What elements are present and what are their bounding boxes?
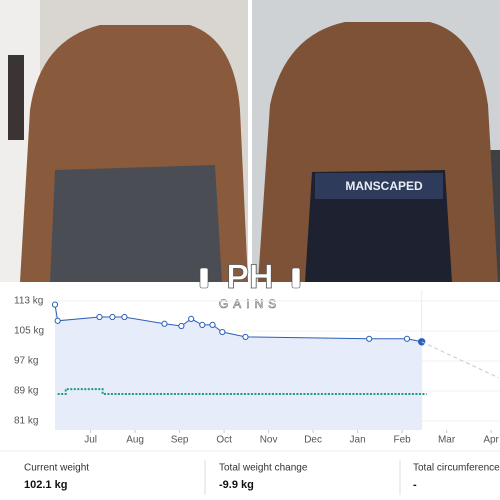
logo: PH GAINS (199, 258, 301, 311)
y-tick-label: 81 kg (14, 416, 38, 427)
x-tick-label: Mar (438, 435, 456, 446)
x-tick-label: Aug (126, 435, 144, 446)
waistband-text: MANSCAPED (345, 179, 423, 193)
x-tick-label: Oct (216, 435, 232, 446)
stat-value: 102.1 kg (24, 479, 67, 491)
y-tick-label: 89 kg (14, 386, 38, 397)
data-point (403, 335, 411, 342)
data-point (54, 317, 61, 324)
logo-text: GAINS (219, 297, 281, 311)
y-tick-label: 105 kg (14, 326, 44, 337)
data-point (209, 321, 216, 329)
x-tick-label: Nov (260, 435, 278, 446)
x-tick-label: Jan (350, 435, 366, 446)
x-tick-label: Jul (84, 435, 97, 446)
waistband (315, 173, 443, 199)
x-tick-label: Sep (171, 435, 189, 446)
divider (248, 0, 252, 282)
dumbbell-plate (291, 267, 301, 289)
series-line (57, 388, 427, 395)
dumbbell-plate (199, 267, 209, 289)
data-point (161, 320, 168, 327)
data-point (121, 313, 128, 321)
stat-label: Current weight (24, 463, 89, 474)
stat-value: -9.9 kg (219, 479, 254, 491)
photos: MANSCAPED (0, 0, 500, 282)
logo-mark: PH (226, 258, 273, 296)
data-point (188, 315, 195, 323)
y-tick-label: 97 kg (14, 356, 38, 367)
data-point (199, 321, 206, 329)
data-point (366, 335, 373, 342)
data-point (109, 313, 116, 321)
x-tick-label: Dec (304, 435, 322, 446)
x-tick-label: Feb (393, 435, 411, 446)
stat-label: Total circumference (413, 463, 500, 474)
data-point (219, 328, 226, 336)
frame (8, 55, 24, 140)
y-tick-label: 113 kg (14, 296, 43, 307)
data-point (178, 322, 185, 330)
stat-label: Total weight change (219, 463, 308, 474)
data-point (96, 313, 103, 321)
x-tick-label: Apr (483, 435, 499, 446)
chart: 113 kg 105 kg 97 kg 89 kg 81 kg Jul Aug Sep Oct N… (14, 290, 500, 446)
shorts (50, 165, 222, 282)
area (55, 304, 422, 430)
series-line (421, 341, 499, 379)
stat-value: - (413, 479, 417, 491)
data-point (51, 301, 59, 308)
stats: Current weight 102.1 kg Total weight cha… (0, 450, 500, 495)
data-point (417, 338, 426, 346)
data-point (242, 333, 249, 341)
